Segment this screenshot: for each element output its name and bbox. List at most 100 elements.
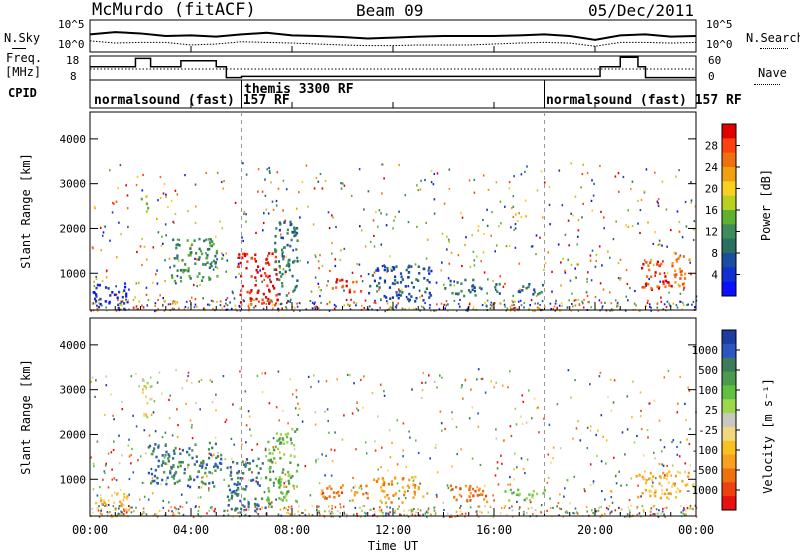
data-cell	[289, 378, 291, 381]
data-cell	[393, 266, 396, 269]
data-cell	[281, 236, 284, 240]
data-cell	[528, 498, 531, 502]
data-cell	[380, 298, 382, 301]
data-cell	[472, 250, 475, 253]
data-cell	[658, 419, 661, 422]
data-cell	[649, 305, 651, 308]
data-cell	[267, 505, 270, 508]
data-cell	[676, 453, 679, 456]
data-cell	[321, 489, 324, 492]
data-cell	[107, 503, 110, 507]
data-cell	[360, 487, 363, 490]
data-cell	[247, 410, 250, 413]
data-cell	[332, 216, 334, 219]
data-cell	[582, 163, 584, 166]
data-cell	[100, 509, 102, 512]
data-cell	[477, 505, 480, 508]
data-cell	[671, 464, 674, 467]
data-cell	[648, 268, 651, 272]
data-cell	[315, 459, 317, 462]
data-cell	[598, 299, 601, 302]
data-cell	[268, 166, 270, 170]
data-cell	[159, 197, 162, 200]
data-cell	[434, 380, 436, 383]
data-cell	[495, 244, 498, 247]
data-cell	[398, 489, 401, 492]
data-cell	[279, 433, 283, 436]
data-cell	[548, 203, 551, 206]
data-cell	[617, 172, 620, 175]
data-cell	[268, 302, 271, 305]
data-cell	[560, 508, 563, 511]
data-cell	[440, 269, 443, 272]
data-cell	[208, 303, 211, 306]
data-cell	[261, 497, 264, 500]
data-cell	[631, 180, 634, 183]
data-cell	[642, 454, 645, 457]
data-cell	[415, 511, 417, 514]
data-cell	[329, 512, 332, 515]
data-cell	[684, 470, 687, 474]
data-cell	[268, 274, 271, 278]
data-cell	[495, 283, 498, 286]
data-cell	[509, 305, 512, 308]
data-cell	[391, 441, 393, 444]
data-cell	[279, 233, 282, 236]
data-cell	[489, 505, 492, 508]
data-cell	[142, 388, 144, 391]
data-cell	[674, 496, 678, 499]
data-cell	[271, 300, 273, 303]
data-cell	[159, 294, 161, 297]
data-cell	[456, 453, 458, 456]
data-cell	[572, 512, 574, 515]
data-cell	[175, 246, 178, 250]
data-cell	[653, 399, 656, 402]
data-cell	[376, 284, 379, 288]
data-cell	[166, 476, 169, 480]
data-cell	[162, 305, 164, 308]
data-cell	[272, 208, 275, 211]
data-cell	[662, 282, 665, 286]
data-cell	[153, 474, 156, 478]
data-cell	[660, 300, 663, 303]
data-cell	[586, 280, 588, 283]
data-cell	[195, 205, 197, 208]
data-cell	[267, 297, 270, 301]
data-cell	[239, 477, 242, 480]
data-cell	[244, 488, 247, 491]
data-cell	[429, 512, 432, 515]
data-cell	[278, 303, 280, 306]
data-cell	[152, 411, 155, 414]
data-cell	[189, 247, 192, 250]
data-cell	[686, 507, 689, 510]
data-cell	[363, 511, 366, 514]
data-cell	[365, 484, 368, 488]
data-cell	[273, 268, 276, 271]
data-cell	[187, 267, 190, 270]
data-cell	[408, 271, 411, 274]
data-cell	[208, 470, 211, 474]
data-cell	[221, 306, 223, 309]
data-cell	[577, 420, 579, 423]
data-cell	[289, 437, 292, 441]
data-cell	[382, 163, 385, 166]
data-cell	[279, 221, 282, 225]
data-cell	[304, 514, 307, 517]
data-cell	[612, 401, 615, 404]
data-cell	[665, 506, 668, 509]
data-cell	[496, 290, 499, 293]
data-cell	[331, 504, 333, 507]
data-cell	[279, 451, 281, 454]
data-cell	[283, 442, 286, 445]
data-cell	[149, 397, 152, 401]
data-cell	[179, 505, 182, 508]
data-cell	[355, 280, 358, 284]
data-cell	[234, 201, 237, 204]
data-cell	[670, 474, 672, 477]
data-cell	[587, 300, 589, 303]
data-cell	[241, 256, 244, 260]
data-cell	[296, 207, 298, 210]
data-cell	[295, 248, 298, 251]
data-cell	[423, 277, 426, 280]
